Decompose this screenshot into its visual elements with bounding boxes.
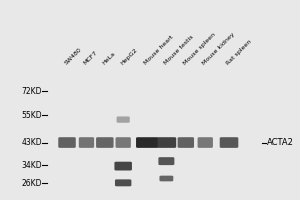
Text: 43KD: 43KD: [21, 138, 42, 147]
Text: HepG2: HepG2: [120, 47, 138, 66]
FancyBboxPatch shape: [158, 157, 174, 165]
Text: SW480: SW480: [64, 47, 83, 66]
FancyBboxPatch shape: [79, 137, 94, 148]
Text: HeLa: HeLa: [101, 51, 116, 66]
Text: 34KD: 34KD: [21, 161, 42, 170]
FancyBboxPatch shape: [116, 137, 131, 148]
Text: Mouse spleen: Mouse spleen: [182, 32, 216, 66]
Text: 72KD: 72KD: [22, 87, 42, 96]
FancyBboxPatch shape: [198, 137, 213, 148]
Text: Rat spleen: Rat spleen: [226, 39, 253, 66]
Text: ACTA2: ACTA2: [267, 138, 294, 147]
FancyBboxPatch shape: [117, 116, 130, 123]
Text: 55KD: 55KD: [21, 111, 42, 120]
FancyBboxPatch shape: [157, 137, 176, 148]
FancyBboxPatch shape: [96, 137, 114, 148]
Text: Mouse heart: Mouse heart: [143, 35, 175, 66]
FancyBboxPatch shape: [160, 176, 173, 181]
Text: 26KD: 26KD: [22, 179, 42, 188]
Text: Mouse testis: Mouse testis: [163, 35, 194, 66]
FancyBboxPatch shape: [136, 137, 158, 148]
FancyBboxPatch shape: [115, 179, 131, 186]
FancyBboxPatch shape: [178, 137, 194, 148]
FancyBboxPatch shape: [220, 137, 238, 148]
FancyBboxPatch shape: [58, 137, 76, 148]
FancyBboxPatch shape: [114, 162, 132, 171]
Text: Mouse kidney: Mouse kidney: [202, 32, 236, 66]
Text: MCF7: MCF7: [83, 50, 99, 66]
